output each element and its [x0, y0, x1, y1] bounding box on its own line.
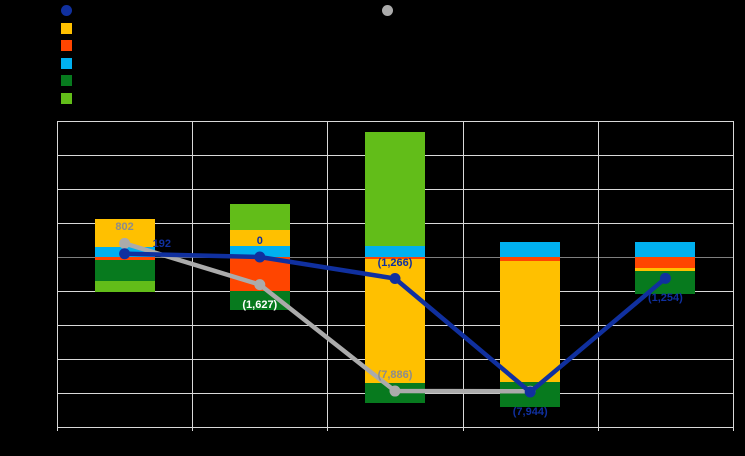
axis-tick	[733, 427, 734, 431]
legend-dark-green-series-swatch	[61, 75, 72, 86]
py-total-line-label: (1,627)	[242, 298, 278, 311]
axis-tick	[462, 427, 464, 431]
legend-amber-series	[61, 22, 187, 34]
py-total-line-label: 802	[115, 221, 134, 234]
horizontal-gridline	[57, 427, 733, 428]
legend-sky-blue-series	[61, 57, 187, 69]
legend-py-total-line-swatch	[382, 5, 393, 16]
horizontal-gridline	[57, 121, 733, 122]
legend-light-green-series-swatch	[61, 92, 72, 104]
legend-orange-red-series-swatch	[61, 40, 72, 51]
cy-total-line-marker	[119, 248, 131, 260]
bar-segment-sky-blue	[229, 245, 290, 257]
vertical-gridline	[327, 121, 329, 427]
bar-segment-light-green	[94, 280, 155, 292]
bar-segment-amber	[500, 260, 561, 383]
bar-segment-amber	[229, 230, 290, 246]
cy-total-line-label: (1,266)	[377, 256, 413, 269]
bar-segment-dark-green	[94, 259, 155, 281]
cy-total-line-marker	[659, 272, 671, 284]
legend-py-total-line	[382, 5, 508, 16]
py-total-line-label: (7,886)	[377, 369, 413, 382]
vertical-gridline	[192, 121, 194, 427]
bar-segment-light-green	[365, 132, 425, 247]
py-total-line-marker	[254, 279, 266, 291]
axis-tick	[192, 427, 194, 431]
bar-segment-light-green	[229, 203, 290, 231]
cy-total-line-marker	[524, 386, 536, 398]
vertical-gridline	[597, 121, 599, 427]
bar-segment-amber	[635, 268, 696, 271]
cy-total-line-label: 0	[256, 235, 263, 247]
vertical-gridline	[462, 121, 464, 427]
legend-orange-red-series	[61, 40, 187, 51]
cy-total-line-marker	[254, 251, 266, 263]
bar-segment-orange-red	[365, 257, 425, 260]
bar-segment-orange-red	[500, 257, 561, 261]
legend-amber-series-swatch	[61, 22, 72, 34]
bar-segment-orange-red	[635, 257, 696, 269]
line-series-layer	[119, 237, 671, 398]
plot-area: 802 (1,627) (7,886) 192 0 (1,266) (7,944) (1,25…	[57, 121, 734, 428]
vertical-gridline	[733, 121, 734, 427]
bar-segment-sky-blue	[635, 241, 696, 257]
bar-segment-sky-blue	[500, 242, 561, 257]
legend-light-green-series	[61, 92, 187, 104]
cy-total-line-label: 192	[152, 237, 171, 250]
vertical-gridline	[57, 121, 58, 427]
cy-total-line-label: (1,254)	[647, 292, 683, 305]
axis-tick	[57, 427, 58, 431]
py-total-line-marker	[119, 237, 131, 249]
axis-tick	[597, 427, 599, 431]
bar-segment-sky-blue	[365, 246, 425, 257]
cy-total-line-marker	[389, 273, 401, 285]
legend-dark-green-series	[61, 75, 187, 86]
legend-sky-blue-series-swatch	[61, 57, 72, 69]
axis-tick	[327, 427, 329, 431]
py-total-line	[123, 241, 531, 394]
py-total-line-marker	[389, 385, 401, 397]
cy-total-line-label: (7,944)	[512, 406, 548, 419]
legend-cy-total-line	[61, 5, 187, 16]
legend-cy-total-line-swatch	[61, 5, 72, 16]
